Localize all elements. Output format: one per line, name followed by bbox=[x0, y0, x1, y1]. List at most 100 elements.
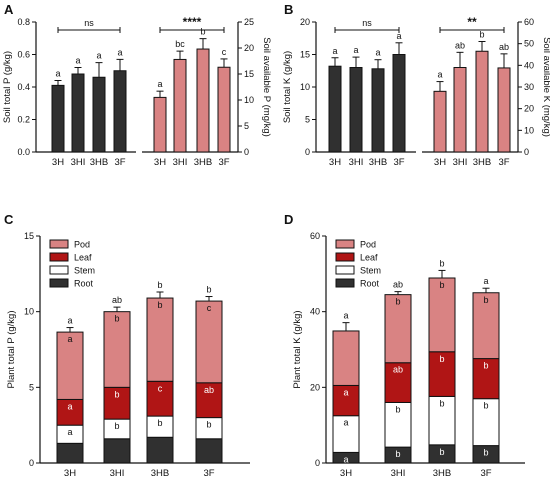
significance-letter: a bbox=[117, 47, 122, 57]
significance-letter-total: b bbox=[439, 258, 444, 268]
significance-letter: b bbox=[395, 404, 400, 414]
x-tick-label: 3HB bbox=[473, 157, 491, 168]
bar bbox=[328, 65, 342, 153]
significance-letter: a bbox=[343, 387, 348, 397]
y-axis-title-left: Soil total P (g/kg) bbox=[2, 51, 13, 123]
y-tick-label-right: 50 bbox=[524, 39, 534, 49]
y-tick-label-right: 15 bbox=[244, 69, 254, 79]
y-tick-label: 10 bbox=[24, 307, 34, 317]
y-tick-label-left: 0 bbox=[305, 147, 310, 157]
y-tick-label: 5 bbox=[29, 382, 34, 392]
y-tick-label-right: 30 bbox=[524, 82, 534, 92]
bar-segment-leaf bbox=[146, 380, 174, 417]
significance-letter: c bbox=[158, 383, 163, 393]
x-tick-label: 3H bbox=[64, 468, 76, 479]
significance-letter: b bbox=[114, 314, 119, 324]
significance-letter: b bbox=[395, 297, 400, 307]
y-tick-label-right: 60 bbox=[524, 17, 534, 27]
significance-letter: b bbox=[200, 27, 205, 37]
bar bbox=[51, 84, 65, 153]
legend-label: Pod bbox=[74, 240, 90, 250]
y-axis-title: Plant total P (g/kg) bbox=[6, 311, 17, 389]
significance-letter: ab bbox=[455, 40, 465, 50]
bar bbox=[196, 48, 210, 153]
significance-letter: a bbox=[75, 56, 80, 66]
bar-segment-stem bbox=[472, 398, 500, 447]
significance-letter: a bbox=[67, 427, 72, 437]
bar bbox=[113, 70, 127, 153]
y-axis-title-right: Soil available P (mg/kg) bbox=[261, 37, 272, 137]
legend-swatch-pod bbox=[49, 239, 69, 249]
bar bbox=[217, 66, 231, 153]
x-tick-label: 3H bbox=[434, 157, 446, 168]
significance-letter: a bbox=[157, 79, 162, 89]
x-tick-label: 3HI bbox=[391, 468, 406, 479]
y-tick-label-left: 10 bbox=[300, 82, 310, 92]
bar bbox=[349, 67, 363, 153]
y-tick-label: 0 bbox=[29, 458, 34, 468]
y-tick-label-right: 0 bbox=[244, 147, 249, 157]
significance-letter: b bbox=[479, 30, 484, 40]
y-tick-label-left: 20 bbox=[300, 17, 310, 27]
bar bbox=[392, 54, 406, 153]
panel-letter: B bbox=[284, 2, 293, 17]
significance-bracket-label: **** bbox=[183, 15, 202, 29]
x-tick-label: 3HB bbox=[90, 157, 108, 168]
significance-bracket-label: ** bbox=[467, 15, 477, 29]
bar-segment-pod bbox=[146, 297, 174, 382]
legend-label: Stem bbox=[74, 266, 95, 276]
x-tick-label: 3H bbox=[329, 157, 341, 168]
significance-letter: b bbox=[439, 280, 444, 290]
y-tick-label-right: 40 bbox=[524, 60, 534, 70]
x-tick-label: 3F bbox=[203, 468, 214, 479]
bar bbox=[173, 58, 187, 153]
y-tick-label-left: 0.2 bbox=[17, 115, 30, 125]
y-tick-label-right: 25 bbox=[244, 17, 254, 27]
bar bbox=[453, 67, 467, 153]
legend-swatch-stem bbox=[49, 265, 69, 275]
y-tick-label-left: 5 bbox=[305, 115, 310, 125]
legend-label: Pod bbox=[360, 240, 376, 250]
legend-label: Leaf bbox=[74, 253, 92, 263]
bar-segment-pod bbox=[56, 331, 84, 400]
y-tick-label-left: 0.8 bbox=[17, 17, 30, 27]
bar bbox=[92, 76, 106, 153]
significance-letter: b bbox=[114, 389, 119, 399]
legend-swatch-leaf bbox=[49, 252, 69, 262]
y-tick-label-left: 0.4 bbox=[17, 82, 30, 92]
significance-letter: b bbox=[114, 421, 119, 431]
x-tick-label: 3H bbox=[154, 157, 166, 168]
bar-segment-root bbox=[195, 438, 223, 464]
significance-letter: a bbox=[437, 70, 442, 80]
bar bbox=[371, 68, 385, 153]
significance-letter: a bbox=[375, 48, 380, 58]
y-tick-label-left: 0.6 bbox=[17, 50, 30, 60]
x-tick-label: 3F bbox=[114, 157, 125, 168]
significance-letter: a bbox=[67, 401, 72, 411]
bar-segment-pod bbox=[103, 311, 131, 388]
significance-letter: a bbox=[343, 418, 348, 428]
legend-label: Root bbox=[74, 279, 94, 289]
x-tick-label: 3HB bbox=[369, 157, 387, 168]
significance-letter-total: a bbox=[343, 311, 348, 321]
significance-bracket-label: ns bbox=[84, 18, 94, 28]
significance-letter-total: b bbox=[206, 285, 211, 295]
y-tick-label: 0 bbox=[315, 458, 320, 468]
y-tick-label-right: 20 bbox=[244, 43, 254, 53]
bar bbox=[475, 50, 489, 153]
x-tick-label: 3H bbox=[340, 468, 352, 479]
y-tick-label-right: 0 bbox=[524, 147, 529, 157]
bar-segment-pod bbox=[428, 277, 456, 353]
legend-swatch-root bbox=[49, 278, 69, 288]
significance-letter: a bbox=[55, 69, 60, 79]
significance-letter: b bbox=[439, 398, 444, 408]
significance-letter: b bbox=[439, 354, 444, 364]
legend: Pod Leaf Stem Root bbox=[335, 239, 381, 289]
bar-segment-root bbox=[56, 442, 84, 464]
legend-swatch-leaf bbox=[335, 252, 355, 262]
x-tick-label: 3F bbox=[218, 157, 229, 168]
x-tick-label: 3HI bbox=[71, 157, 86, 168]
significance-letter: b bbox=[483, 295, 488, 305]
